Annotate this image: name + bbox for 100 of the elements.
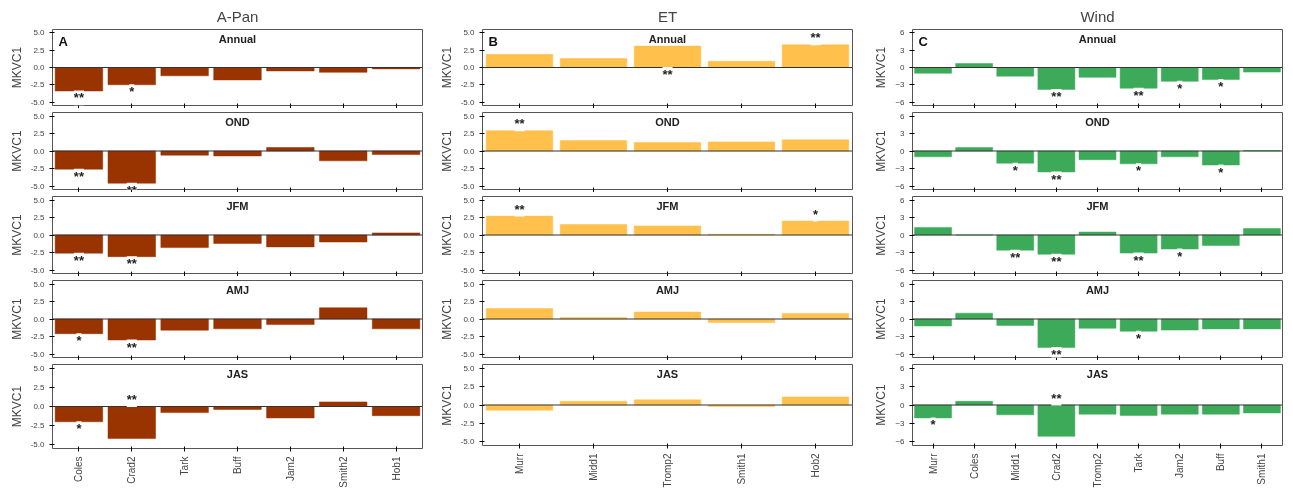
x-tick-label: Buff	[232, 456, 243, 475]
y-axis-title: MKVC1	[874, 214, 889, 256]
y-tick-label: 2.5	[33, 297, 46, 306]
y-tick-label: -5.0	[460, 437, 476, 447]
y-tick-label: 2.5	[33, 129, 46, 138]
y-tick-label: -2.5	[460, 80, 476, 90]
annotation: **	[73, 252, 85, 268]
y-tick-label: -2.5	[30, 332, 46, 341]
annotation: **	[810, 30, 822, 46]
y-tick-label: 5.0	[33, 363, 46, 373]
y-tick-label: -5.0	[460, 349, 476, 359]
y-tick-label: -2.5	[460, 418, 476, 428]
y-axis-title: MKVC1	[9, 130, 24, 172]
y-axis-title: MKVC1	[9, 214, 24, 256]
chart-subtitle: JFM	[1086, 199, 1109, 212]
y-tick-label: −3	[895, 80, 906, 90]
y-tick-label: -5.0	[30, 265, 46, 275]
y-tick-label: −6	[895, 265, 906, 275]
x-tick-label: Midd1	[1009, 453, 1021, 481]
y-tick-label: -5.0	[460, 265, 476, 275]
x-tick-label: Midd1	[588, 453, 599, 481]
annotation: *	[1218, 164, 1225, 180]
y-tick-label: 6	[900, 363, 906, 373]
y-tick-label: −3	[895, 418, 906, 428]
y-tick-label: −6	[895, 437, 906, 447]
annotation: **	[1133, 87, 1145, 103]
y-tick-label: 0.0	[463, 400, 476, 410]
x-tick-label: Coles	[73, 456, 85, 483]
y-tick-label: 0.0	[463, 63, 476, 72]
chart-subtitle: AMJ	[225, 283, 250, 296]
y-tick-label: -5.0	[30, 349, 46, 359]
x-tick-label: Buff	[1215, 453, 1227, 472]
x-tick-label: Tromp2	[662, 453, 673, 488]
chart-title: Wind	[1080, 7, 1115, 25]
annotation: *	[812, 206, 819, 222]
y-tick-label: 0	[900, 63, 906, 72]
chart-subtitle: JFM	[226, 199, 249, 212]
annotation: **	[1010, 249, 1022, 265]
chart-subtitle: OND	[655, 115, 680, 128]
y-tick-label: -5.0	[30, 97, 46, 107]
y-axis-title: MKVC1	[874, 46, 889, 89]
y-tick-label: 5.0	[33, 28, 46, 38]
chart-subtitle: JAS	[226, 367, 249, 380]
y-tick-label: 3	[900, 297, 906, 306]
y-tick-label: −6	[895, 181, 906, 191]
annotation: *	[930, 417, 937, 433]
y-tick-label: 0.0	[33, 230, 46, 240]
annotation: **	[1051, 347, 1063, 363]
y-tick-label: 6	[900, 111, 906, 121]
x-tick-label: Murr	[927, 452, 939, 475]
annotation: **	[126, 392, 138, 407]
annotation: *	[1136, 163, 1143, 179]
y-tick-label: 6	[900, 279, 906, 289]
y-tick-label: 2.5	[33, 213, 46, 222]
y-tick-label: -5.0	[460, 97, 476, 107]
x-tick-label: Coles	[968, 453, 980, 480]
x-tick-label: Crad2	[1050, 453, 1062, 481]
x-tick-label: Jam2	[1174, 453, 1186, 478]
annotation: **	[1051, 253, 1063, 269]
x-tick-label: Tark	[179, 455, 191, 476]
y-tick-label: −3	[895, 164, 906, 173]
x-tick-label: Smith2	[337, 456, 349, 488]
y-axis-title: MKVC1	[439, 214, 454, 256]
y-tick-label: 0.0	[33, 402, 46, 411]
annotation: C	[918, 33, 929, 49]
x-tick-label: Crad2	[126, 456, 138, 484]
y-tick-label: 6	[900, 195, 906, 205]
y-tick-label: 0	[900, 314, 906, 324]
annotation: **	[126, 339, 138, 355]
annotation: **	[662, 67, 674, 82]
x-tick-label: Tark	[1133, 452, 1145, 473]
chart-title: A-Pan	[216, 7, 259, 25]
y-axis-title: MKVC1	[439, 46, 454, 89]
annotation: *	[1012, 162, 1019, 178]
y-tick-label: 5.0	[463, 195, 476, 205]
x-tick-label: Murr	[514, 452, 525, 475]
y-tick-label: 0.0	[33, 314, 46, 324]
y-tick-label: 0.0	[33, 63, 46, 72]
annotation: A	[58, 33, 69, 49]
annotation: B	[488, 33, 498, 49]
chart-subtitle: AMJ	[655, 283, 680, 296]
chart-subtitle: OND	[1085, 115, 1110, 128]
y-tick-label: 2.5	[463, 129, 476, 138]
y-tick-label: -2.5	[460, 332, 476, 341]
y-tick-label: -5.0	[30, 181, 46, 191]
annotation: **	[514, 201, 526, 217]
chart-subtitle: JAS	[656, 367, 679, 380]
y-tick-label: 2.5	[463, 297, 476, 306]
y-tick-label: -2.5	[460, 164, 476, 173]
y-tick-label: -2.5	[460, 248, 476, 257]
y-tick-label: -5.0	[30, 440, 46, 450]
y-tick-label: 0.0	[463, 146, 476, 156]
y-axis-title: MKVC1	[874, 298, 889, 340]
chart-subtitle: Annual	[1078, 32, 1117, 45]
y-axis-title: MKVC1	[439, 384, 454, 426]
y-tick-label: 2.5	[33, 45, 46, 55]
chart-subtitle: JAS	[1086, 367, 1109, 380]
y-tick-label: 0	[900, 400, 906, 410]
y-tick-label: 5.0	[33, 111, 46, 121]
annotation: **	[126, 256, 138, 272]
